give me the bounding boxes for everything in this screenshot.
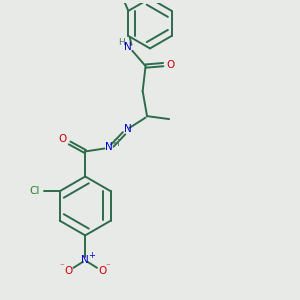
Text: O: O	[64, 266, 72, 276]
Text: N: N	[105, 142, 113, 152]
Text: +: +	[88, 251, 95, 260]
Text: N: N	[124, 42, 132, 52]
Text: ⁻: ⁻	[106, 262, 111, 271]
Text: N: N	[124, 124, 132, 134]
Text: N: N	[81, 254, 89, 265]
Text: O: O	[58, 134, 67, 144]
Text: H: H	[112, 139, 119, 148]
Text: ⁻: ⁻	[60, 262, 64, 271]
Text: Cl: Cl	[29, 186, 40, 196]
Text: H: H	[118, 38, 124, 47]
Text: O: O	[166, 60, 174, 70]
Text: O: O	[98, 266, 106, 276]
